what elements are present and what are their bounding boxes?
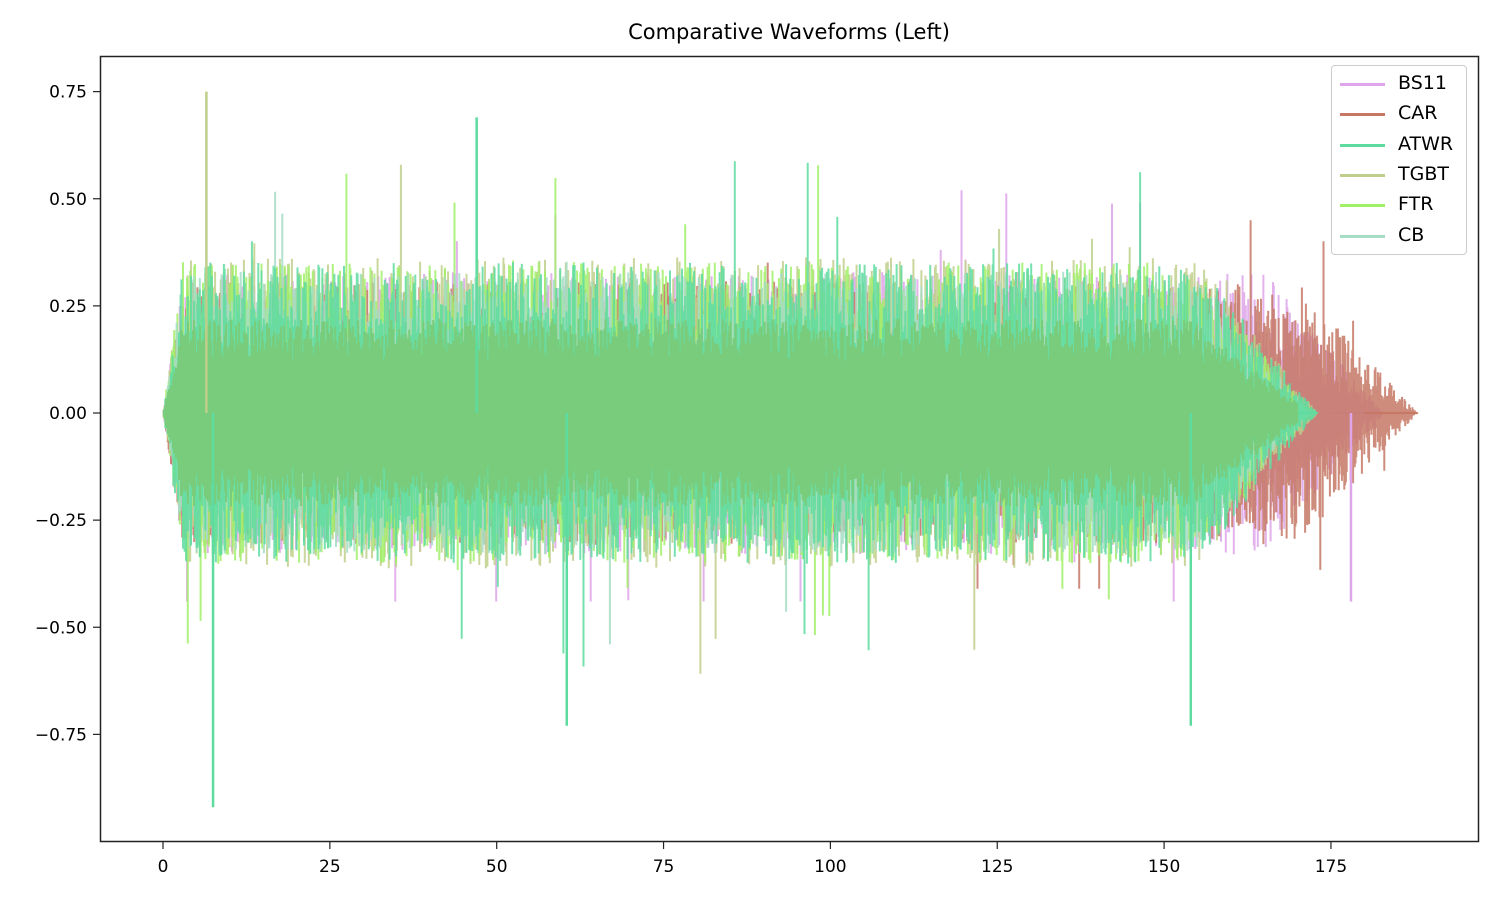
x-tick-label: 100: [814, 857, 846, 877]
x-tick-label: 150: [1148, 857, 1180, 877]
legend-item-car: CAR: [1332, 99, 1466, 129]
legend-label: BS11: [1398, 72, 1447, 94]
x-axis: 0 25 50 75 100 125 150 175: [158, 842, 1347, 877]
legend-line-icon: [1340, 174, 1385, 177]
y-tick-label: 0.00: [49, 404, 87, 424]
legend-line-icon: [1340, 204, 1385, 207]
legend-line-icon: [1340, 113, 1385, 116]
axes-frame: [99, 55, 1480, 843]
blended-waveform-core: [163, 318, 1299, 508]
x-tick-label: 125: [981, 857, 1013, 877]
y-tick-label: 0.75: [49, 83, 87, 103]
legend-item-tgbt: TGBT: [1332, 160, 1466, 190]
y-tick-label: −0.25: [35, 511, 87, 531]
legend-item-cb: CB: [1332, 221, 1466, 251]
legend-line-icon: [1340, 83, 1385, 86]
legend: BS11 CAR ATWR TGBT FTR CB: [1331, 65, 1467, 255]
legend-item-ftr: FTR: [1332, 190, 1466, 220]
x-tick-label: 175: [1315, 857, 1347, 877]
legend-line-icon: [1340, 235, 1385, 238]
x-tick-label: 25: [319, 857, 341, 877]
chart-title: Comparative Waveforms (Left): [628, 20, 950, 44]
waveform-series-group: [162, 91, 1419, 808]
legend-label: FTR: [1398, 193, 1434, 215]
legend-item-atwr: ATWR: [1332, 130, 1466, 160]
legend-item-bs11: BS11: [1332, 69, 1466, 99]
x-tick-label: 50: [486, 857, 508, 877]
y-tick-label: 0.50: [49, 190, 87, 210]
legend-label: ATWR: [1398, 133, 1454, 155]
legend-label: CB: [1398, 224, 1425, 246]
x-tick-label: 0: [158, 857, 169, 877]
y-tick-label: −0.50: [35, 618, 87, 638]
y-tick-label: −0.75: [35, 725, 87, 745]
legend-line-icon: [1340, 144, 1385, 147]
y-axis: 0.75 0.50 0.25 0.00 −0.25 −0.50 −0.75: [35, 83, 100, 745]
legend-label: TGBT: [1398, 163, 1449, 185]
x-tick-label: 75: [653, 857, 675, 877]
y-tick-label: 0.25: [49, 297, 87, 317]
legend-label: CAR: [1398, 102, 1438, 124]
